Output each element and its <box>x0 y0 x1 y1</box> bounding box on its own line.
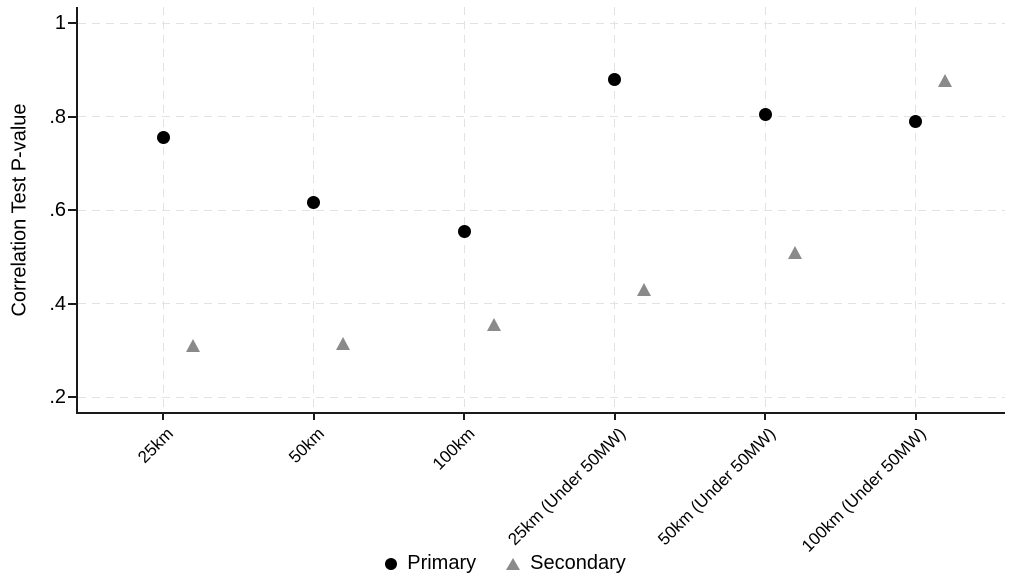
x-tick-label: 50km (Under 50MW) <box>654 424 780 549</box>
y-tick <box>68 209 77 211</box>
secondary-marker <box>486 318 501 332</box>
y-gridline <box>78 303 1005 304</box>
secondary-triangle-icon <box>506 557 521 570</box>
x-tick <box>312 412 315 420</box>
x-tick-label: 100km <box>428 424 479 474</box>
x-gridline <box>463 7 465 412</box>
y-tick-label: .4 <box>49 292 66 315</box>
primary-marker <box>457 225 471 239</box>
primary-marker <box>758 107 772 121</box>
x-tick <box>764 412 766 420</box>
x-tick <box>162 412 164 420</box>
x-gridline <box>764 7 766 412</box>
y-gridline <box>78 116 1005 117</box>
x-tick-label: 50km <box>285 424 328 467</box>
x-tick-label: 100km (Under 50MW) <box>798 424 930 556</box>
legend-item-primary: Primary <box>385 552 476 575</box>
y-gridline <box>78 396 1005 398</box>
x-gridline <box>614 7 615 412</box>
y-tick-label: 1 <box>54 12 66 34</box>
y-tick-label: .6 <box>49 199 66 221</box>
x-gridline <box>313 7 314 412</box>
x-tick <box>613 412 616 420</box>
primary-marker <box>909 114 922 128</box>
x-tick-label: 25km <box>134 424 178 467</box>
primary-marker <box>608 72 621 86</box>
x-tick <box>463 412 465 420</box>
secondary-marker <box>787 245 802 259</box>
legend-item-secondary: Secondary <box>506 552 626 575</box>
y-tick <box>68 22 77 24</box>
x-tick-label: 25km (Under 50MW) <box>503 424 629 549</box>
secondary-marker <box>938 74 952 87</box>
primary-marker <box>307 196 320 210</box>
y-tick <box>68 115 77 118</box>
y-gridline <box>78 209 1005 211</box>
y-tick <box>68 302 77 305</box>
x-gridline <box>162 7 164 412</box>
y-axis-title-text: Correlation Test P-value <box>8 103 31 317</box>
primary-marker <box>156 131 170 145</box>
y-gridline <box>78 22 1005 24</box>
x-gridline <box>915 7 916 412</box>
legend: Primary Secondary <box>0 552 1011 575</box>
y-axis-line <box>76 7 78 414</box>
y-tick-label: .2 <box>49 386 66 408</box>
secondary-marker <box>637 282 651 296</box>
secondary-marker <box>336 336 350 350</box>
legend-label-secondary: Secondary <box>530 552 626 574</box>
legend-label-primary: Primary <box>407 552 477 574</box>
x-tick <box>914 412 917 420</box>
secondary-marker <box>185 339 200 353</box>
primary-circle-icon <box>385 557 398 570</box>
y-tick <box>68 396 77 398</box>
y-tick-label: .8 <box>49 105 66 128</box>
x-axis-line <box>76 412 1005 414</box>
